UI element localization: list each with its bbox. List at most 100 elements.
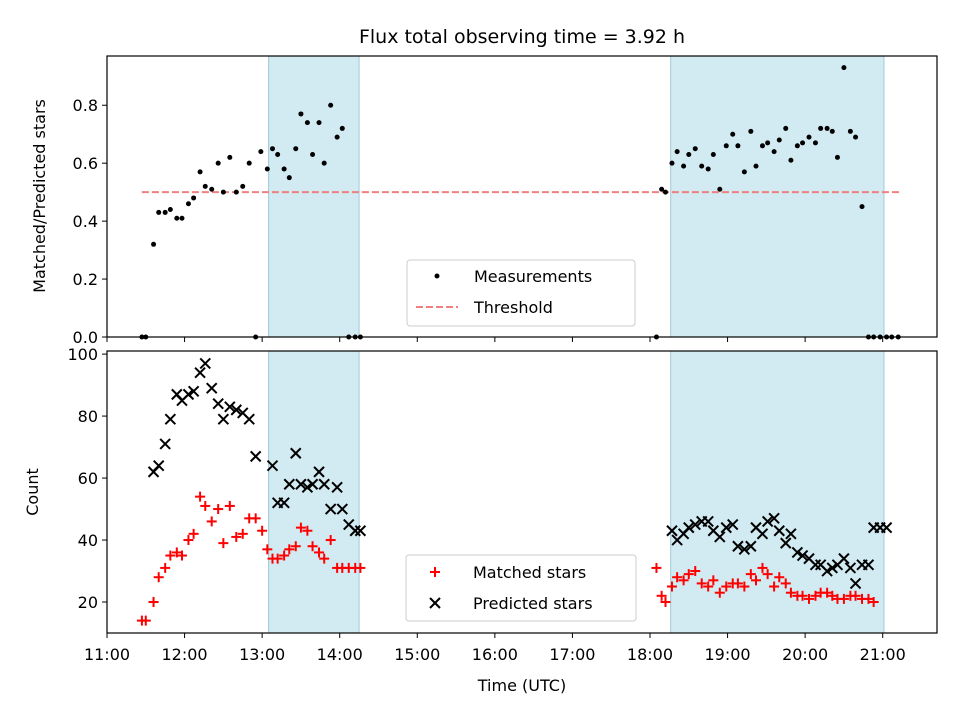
predicted-star-stroke-b <box>738 543 751 556</box>
measurement-point <box>841 65 847 71</box>
predicted-star-point <box>780 537 792 549</box>
x-tick-label: 17:00 <box>549 645 595 664</box>
predicted-star-stroke-b <box>796 549 809 562</box>
matched-star-point <box>160 562 171 573</box>
measurement-point <box>859 204 865 210</box>
predicted-star-stroke-b <box>324 503 337 515</box>
predicted-star-point <box>880 521 893 534</box>
predicted-star-stroke-b <box>354 525 367 537</box>
predicted-star-point <box>732 540 744 552</box>
x-tick-label: 14:00 <box>317 645 363 664</box>
matched-star-point <box>237 528 248 539</box>
matched-star-point <box>171 547 182 558</box>
measurement-point <box>246 160 252 166</box>
predicted-star-point <box>199 357 211 370</box>
measurement-point <box>753 163 759 169</box>
predicted-star-stroke-b <box>761 515 774 528</box>
measurement-point <box>748 128 754 134</box>
predicted-star-stroke-b <box>732 540 744 552</box>
predicted-star-stroke-b <box>249 450 262 463</box>
predicted-star-point <box>318 478 330 490</box>
predicted-star-point <box>761 515 774 528</box>
predicted-star-point <box>773 525 785 537</box>
matched-star-point <box>140 615 151 626</box>
measurement-point <box>776 137 782 143</box>
panel-ratio-frame <box>106 55 938 338</box>
predicted-star-stroke-b <box>780 537 792 549</box>
predicted-star-stroke-b <box>838 552 850 565</box>
measurement-point <box>723 143 729 149</box>
matched-star-point <box>683 569 694 580</box>
matched-star-point <box>666 581 677 592</box>
predicted-star-stroke-b <box>349 525 361 537</box>
matched-star-point <box>785 587 796 598</box>
measurement-point <box>151 241 157 247</box>
matched-star-point <box>651 562 662 573</box>
predicted-star-point <box>745 540 757 552</box>
measurement-point <box>699 163 705 169</box>
matched-star-point <box>213 504 224 515</box>
measurement-point <box>681 163 687 169</box>
predicted-star-point <box>159 438 171 450</box>
predicted-star-stroke-b <box>773 525 785 537</box>
predicted-star-stroke-b <box>230 404 242 416</box>
predicted-star-stroke-b <box>295 478 307 490</box>
predicted-star-stroke-b <box>756 528 769 540</box>
matched-star-point <box>250 513 261 524</box>
predicted-star-stroke-b <box>343 518 355 531</box>
predicted-star-stroke-b <box>714 531 726 543</box>
y-axis-label-ratio: Matched/Predicted stars <box>30 99 49 293</box>
predicted-star-stroke-b <box>301 481 314 494</box>
x-tick-label: 18:00 <box>627 645 673 664</box>
matched-star-point <box>672 572 683 583</box>
legend-measurements-label: Measurements <box>474 267 592 286</box>
measurement-point <box>209 186 215 192</box>
predicted-star-stroke-b <box>720 521 732 534</box>
predicted-star-point <box>826 562 838 574</box>
predicted-star-stroke-b <box>290 447 302 459</box>
matched-star-point <box>284 544 295 555</box>
matched-star-point <box>868 597 879 608</box>
predicted-star-point <box>230 404 242 416</box>
measurement-point <box>847 128 853 134</box>
predicted-star-point <box>838 552 850 565</box>
measurement-point <box>788 157 794 163</box>
predicted-star-stroke-b <box>785 528 797 540</box>
measurement-point <box>834 154 840 160</box>
panel-count: 11:00 12:00 13:00 14:00 15:00 16:00 17:00 18:00… <box>23 345 938 695</box>
predicted-star-stroke-b <box>727 518 739 531</box>
chart-title: Flux total observing time = 3.92 h <box>359 26 685 48</box>
predicted-star-stroke-b <box>159 438 171 450</box>
predicted-star-stroke-b <box>212 397 224 410</box>
panel-ratio: 0.00.20.40.60.8 Matched/Predicted stars … <box>30 55 938 347</box>
measurement-point <box>310 151 316 157</box>
measurement-point <box>264 166 270 172</box>
matched-star-point <box>804 593 815 604</box>
predicted-star-stroke-b <box>849 577 862 590</box>
matched-star-point <box>863 593 874 604</box>
predicted-star-stroke-b <box>791 546 804 559</box>
predicted-star-stroke-b <box>826 562 838 574</box>
predicted-star-stroke-b <box>194 366 206 379</box>
predicted-star-point <box>683 521 695 534</box>
measurement-point <box>258 149 264 155</box>
measurement-point <box>794 143 800 149</box>
predicted-star-point <box>266 459 279 472</box>
predicted-star-stroke-b <box>689 518 701 531</box>
y-axis-label-count: Count <box>23 468 42 516</box>
predicted-star-point <box>295 478 307 490</box>
measurement-point <box>215 160 221 166</box>
predicted-star-point <box>796 549 809 562</box>
matched-star-point <box>355 562 366 573</box>
predicted-star-point <box>331 481 343 494</box>
matched-star-point <box>307 541 318 552</box>
measurement-point <box>669 160 675 166</box>
x-tick-label: 16:00 <box>472 645 518 664</box>
predicted-star-point <box>349 525 361 537</box>
measurement-point <box>812 140 818 146</box>
predicted-star-stroke-b <box>237 407 249 419</box>
y-tick-label: 20 <box>78 593 98 612</box>
predicted-star-stroke-b <box>666 525 678 537</box>
predicted-star-point <box>212 397 224 410</box>
